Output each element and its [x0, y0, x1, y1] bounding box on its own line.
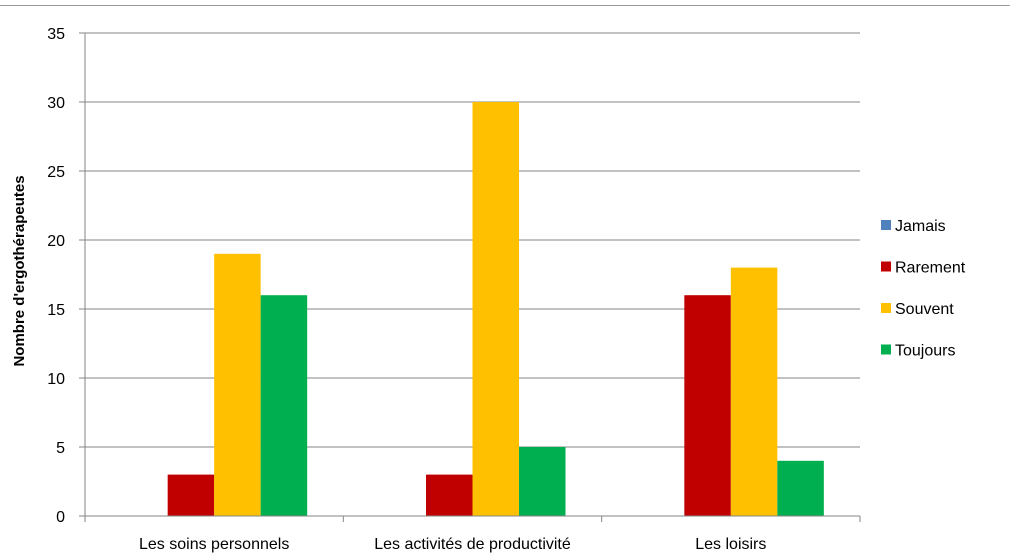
bar-toujours-2 [777, 460, 824, 516]
bar-toujours-0 [260, 295, 308, 516]
x-tick-labels: Les soins personnels Les activités de pro… [139, 536, 766, 553]
y-tick-label: 35 [47, 26, 65, 43]
y-tick-labels: 0 5 10 15 20 25 30 35 [47, 26, 65, 526]
y-tick-label: 20 [47, 233, 65, 250]
y-tick-label: 25 [47, 164, 65, 181]
x-tick-label: Les loisirs [695, 536, 766, 553]
y-tick-label: 0 [56, 509, 65, 526]
axes [84, 33, 861, 522]
y-tick-label: 30 [47, 95, 65, 112]
legend-swatch-jamais [881, 220, 891, 230]
top-border [0, 0, 1010, 6]
legend-label-rarement: Rarement [895, 260, 966, 277]
bar-souvent-2 [730, 267, 778, 516]
bar-toujours-1 [519, 447, 566, 516]
y-tick-label: 5 [56, 440, 65, 457]
bar-rarement-0 [167, 474, 215, 516]
legend-label-souvent: Souvent [895, 301, 954, 318]
legend-swatch-souvent [881, 303, 891, 313]
bar-rarement-2 [684, 295, 731, 516]
bar-souvent-0 [214, 253, 261, 517]
legend-swatch-toujours [881, 344, 891, 355]
legend-swatch-rarement [881, 261, 891, 272]
bars [167, 102, 824, 517]
legend: Jamais Rarement Souvent Toujours [881, 218, 966, 360]
x-tick-label: Les activités de productivité [374, 536, 571, 553]
legend-label-jamais: Jamais [895, 218, 946, 235]
y-tick-label: 15 [47, 302, 65, 319]
legend-label-toujours: Toujours [895, 343, 955, 360]
y-tick-label: 10 [47, 371, 65, 388]
bar-souvent-1 [472, 102, 519, 516]
bar-rarement-1 [426, 474, 473, 516]
y-axis-label: Nombre d'ergothérapeutes [11, 175, 28, 366]
x-tick-label: Les soins personnels [139, 536, 289, 553]
